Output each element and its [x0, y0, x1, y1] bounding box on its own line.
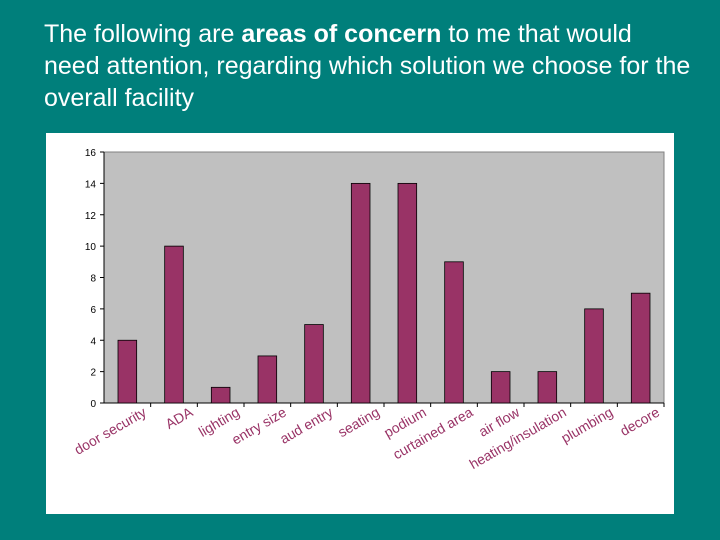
x-tick-label: curtained area: [390, 404, 476, 463]
bar: [164, 245, 184, 404]
x-tick-label: seating: [335, 404, 382, 440]
y-tick-label: 12: [85, 211, 97, 222]
y-tick-label: 4: [90, 336, 96, 347]
bar: [117, 339, 138, 404]
plot-area: [103, 151, 665, 404]
bar: [304, 324, 324, 404]
bar: [630, 292, 651, 404]
title-text: to me that would need attention, regardi…: [44, 20, 691, 112]
bar: [537, 371, 558, 404]
y-tick-label: 16: [85, 148, 97, 159]
x-tick-label: decore: [617, 404, 662, 439]
bar: [584, 308, 604, 404]
bar: [350, 182, 371, 404]
x-tick-label: entry size: [229, 404, 289, 448]
x-tick-label: ADA: [163, 403, 197, 432]
slide-title: The following are areas of concern to me…: [44, 18, 694, 114]
x-tick-label: aud entry: [277, 404, 336, 447]
y-tick-label: 14: [85, 179, 97, 190]
x-tick-label: door security: [71, 404, 148, 458]
y-tick-label: 2: [90, 368, 96, 379]
bar: [444, 261, 464, 404]
bar: [490, 371, 511, 404]
y-tick-label: 8: [90, 274, 96, 285]
title-emphasis: areas of concern: [241, 20, 442, 48]
y-tick-label: 10: [85, 242, 97, 253]
bar: [257, 355, 278, 404]
y-tick-label: 6: [90, 305, 96, 316]
bar: [397, 182, 418, 404]
bar: [210, 386, 231, 404]
chart-panel: 0 2 4 6 8 10 12 14 16 door security ADA lighting ent…: [46, 133, 674, 514]
x-tick-label: plumbing: [558, 404, 615, 446]
y-tick-label: 0: [90, 399, 96, 410]
title-text: The following are: [44, 20, 242, 48]
